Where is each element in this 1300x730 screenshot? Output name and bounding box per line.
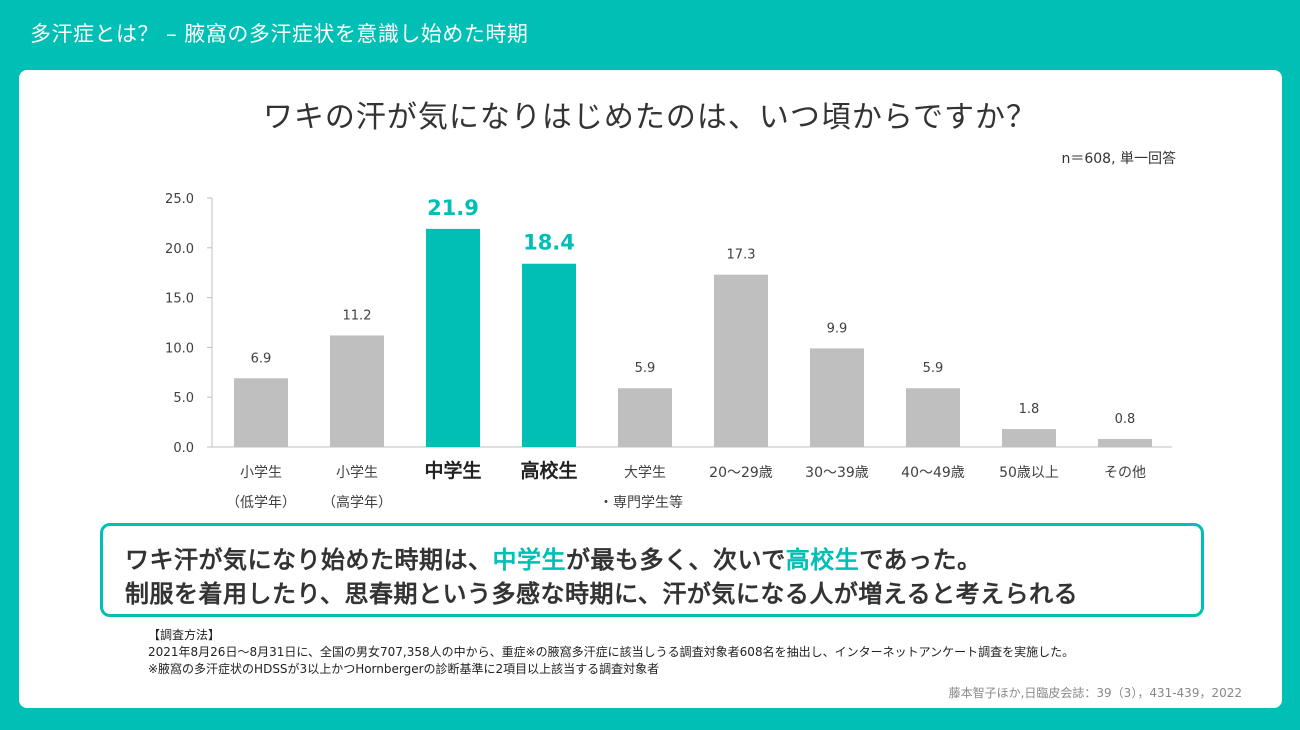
bar	[906, 388, 960, 447]
survey-method: 【調査方法】 2021年8月26日～8月31日に、全国の男女707,358人の中…	[148, 627, 1074, 678]
data-label: 11.2	[343, 308, 372, 323]
category-label: （低学年）	[226, 495, 296, 511]
bar	[330, 335, 384, 447]
bar	[426, 228, 480, 447]
method-line-1: 2021年8月26日～8月31日に、全国の男女707,358人の中から、重症※の…	[148, 645, 1075, 659]
data-label: 5.9	[923, 361, 944, 376]
y-tick-label: 25.0	[165, 192, 194, 207]
y-tick-label: 20.0	[165, 242, 194, 257]
bar	[810, 348, 864, 447]
y-tick-label: 15.0	[165, 292, 194, 307]
summary-line-1: ワキ汗が気になり始めた時期は、中学生が最も多く、次いで高校生であった。	[125, 540, 982, 575]
category-label: 30～39歳	[805, 465, 869, 481]
data-label: 9.9	[827, 321, 848, 336]
data-label: 1.8	[1019, 402, 1040, 417]
bar	[234, 378, 288, 447]
sample-size-note: n＝608, 単一回答	[1061, 151, 1177, 167]
data-label: 5.9	[635, 361, 656, 376]
data-label: 17.3	[727, 248, 756, 263]
bar	[1002, 429, 1056, 447]
category-label: 20～29歳	[709, 465, 773, 481]
highlight-high-school: 高校生	[785, 546, 860, 574]
bar	[714, 274, 768, 447]
summary-line-2: 制服を着用したり、思春期という多感な時期に、汗が気になる人が増えると考えられる	[125, 580, 1079, 608]
data-label: 6.9	[251, 351, 272, 366]
category-label: 中学生	[424, 459, 481, 482]
category-label: ・専門学生等	[599, 494, 683, 511]
summary-text: であった。	[859, 546, 982, 574]
category-label: 40～49歳	[901, 465, 965, 481]
bar	[522, 263, 576, 447]
chart-title: ワキの汗が気になりはじめたのは、いつ頃からですか？	[262, 100, 1038, 135]
bar-chart: 0.0 5.0 10.0 15.0 20.0 25.0 6.9 小学生 （低学年） 11.2 小学生…	[165, 192, 1172, 511]
data-label: 21.9	[427, 196, 479, 220]
category-label: 高校生	[520, 459, 577, 482]
summary-text: が最も多く、次いで	[566, 546, 786, 574]
category-label: 小学生	[240, 465, 282, 481]
category-label: 大学生	[624, 465, 666, 481]
y-tick-label: 10.0	[165, 341, 194, 356]
highlight-junior-high: 中学生	[492, 546, 566, 574]
category-label: その他	[1104, 465, 1146, 481]
summary-text: ワキ汗が気になり始めた時期は、	[125, 546, 493, 574]
method-heading: 【調査方法】	[148, 628, 221, 642]
summary-callout: ワキ汗が気になり始めた時期は、中学生が最も多く、次いで高校生であった。 制服を着…	[100, 523, 1204, 617]
citation: 藤本智子ほか,日臨皮会誌：39（3），431-439，2022	[948, 686, 1242, 700]
bar	[1098, 439, 1152, 447]
y-tick-label: 0.0	[173, 441, 194, 456]
data-label: 18.4	[523, 231, 575, 255]
method-line-2: ※腋窩の多汗症状のHDSSが3以上かつHornbergerの診断基準に2項目以上…	[148, 662, 660, 676]
bar	[618, 388, 672, 447]
category-label: （高学年）	[322, 494, 392, 511]
y-tick-label: 5.0	[173, 391, 194, 406]
data-label: 0.8	[1115, 412, 1136, 427]
category-label: 小学生	[336, 465, 378, 481]
page-title: 多汗症とは？ – 腋窩の多汗症状を意識し始めた時期	[30, 22, 529, 46]
category-label: 50歳以上	[999, 465, 1059, 481]
